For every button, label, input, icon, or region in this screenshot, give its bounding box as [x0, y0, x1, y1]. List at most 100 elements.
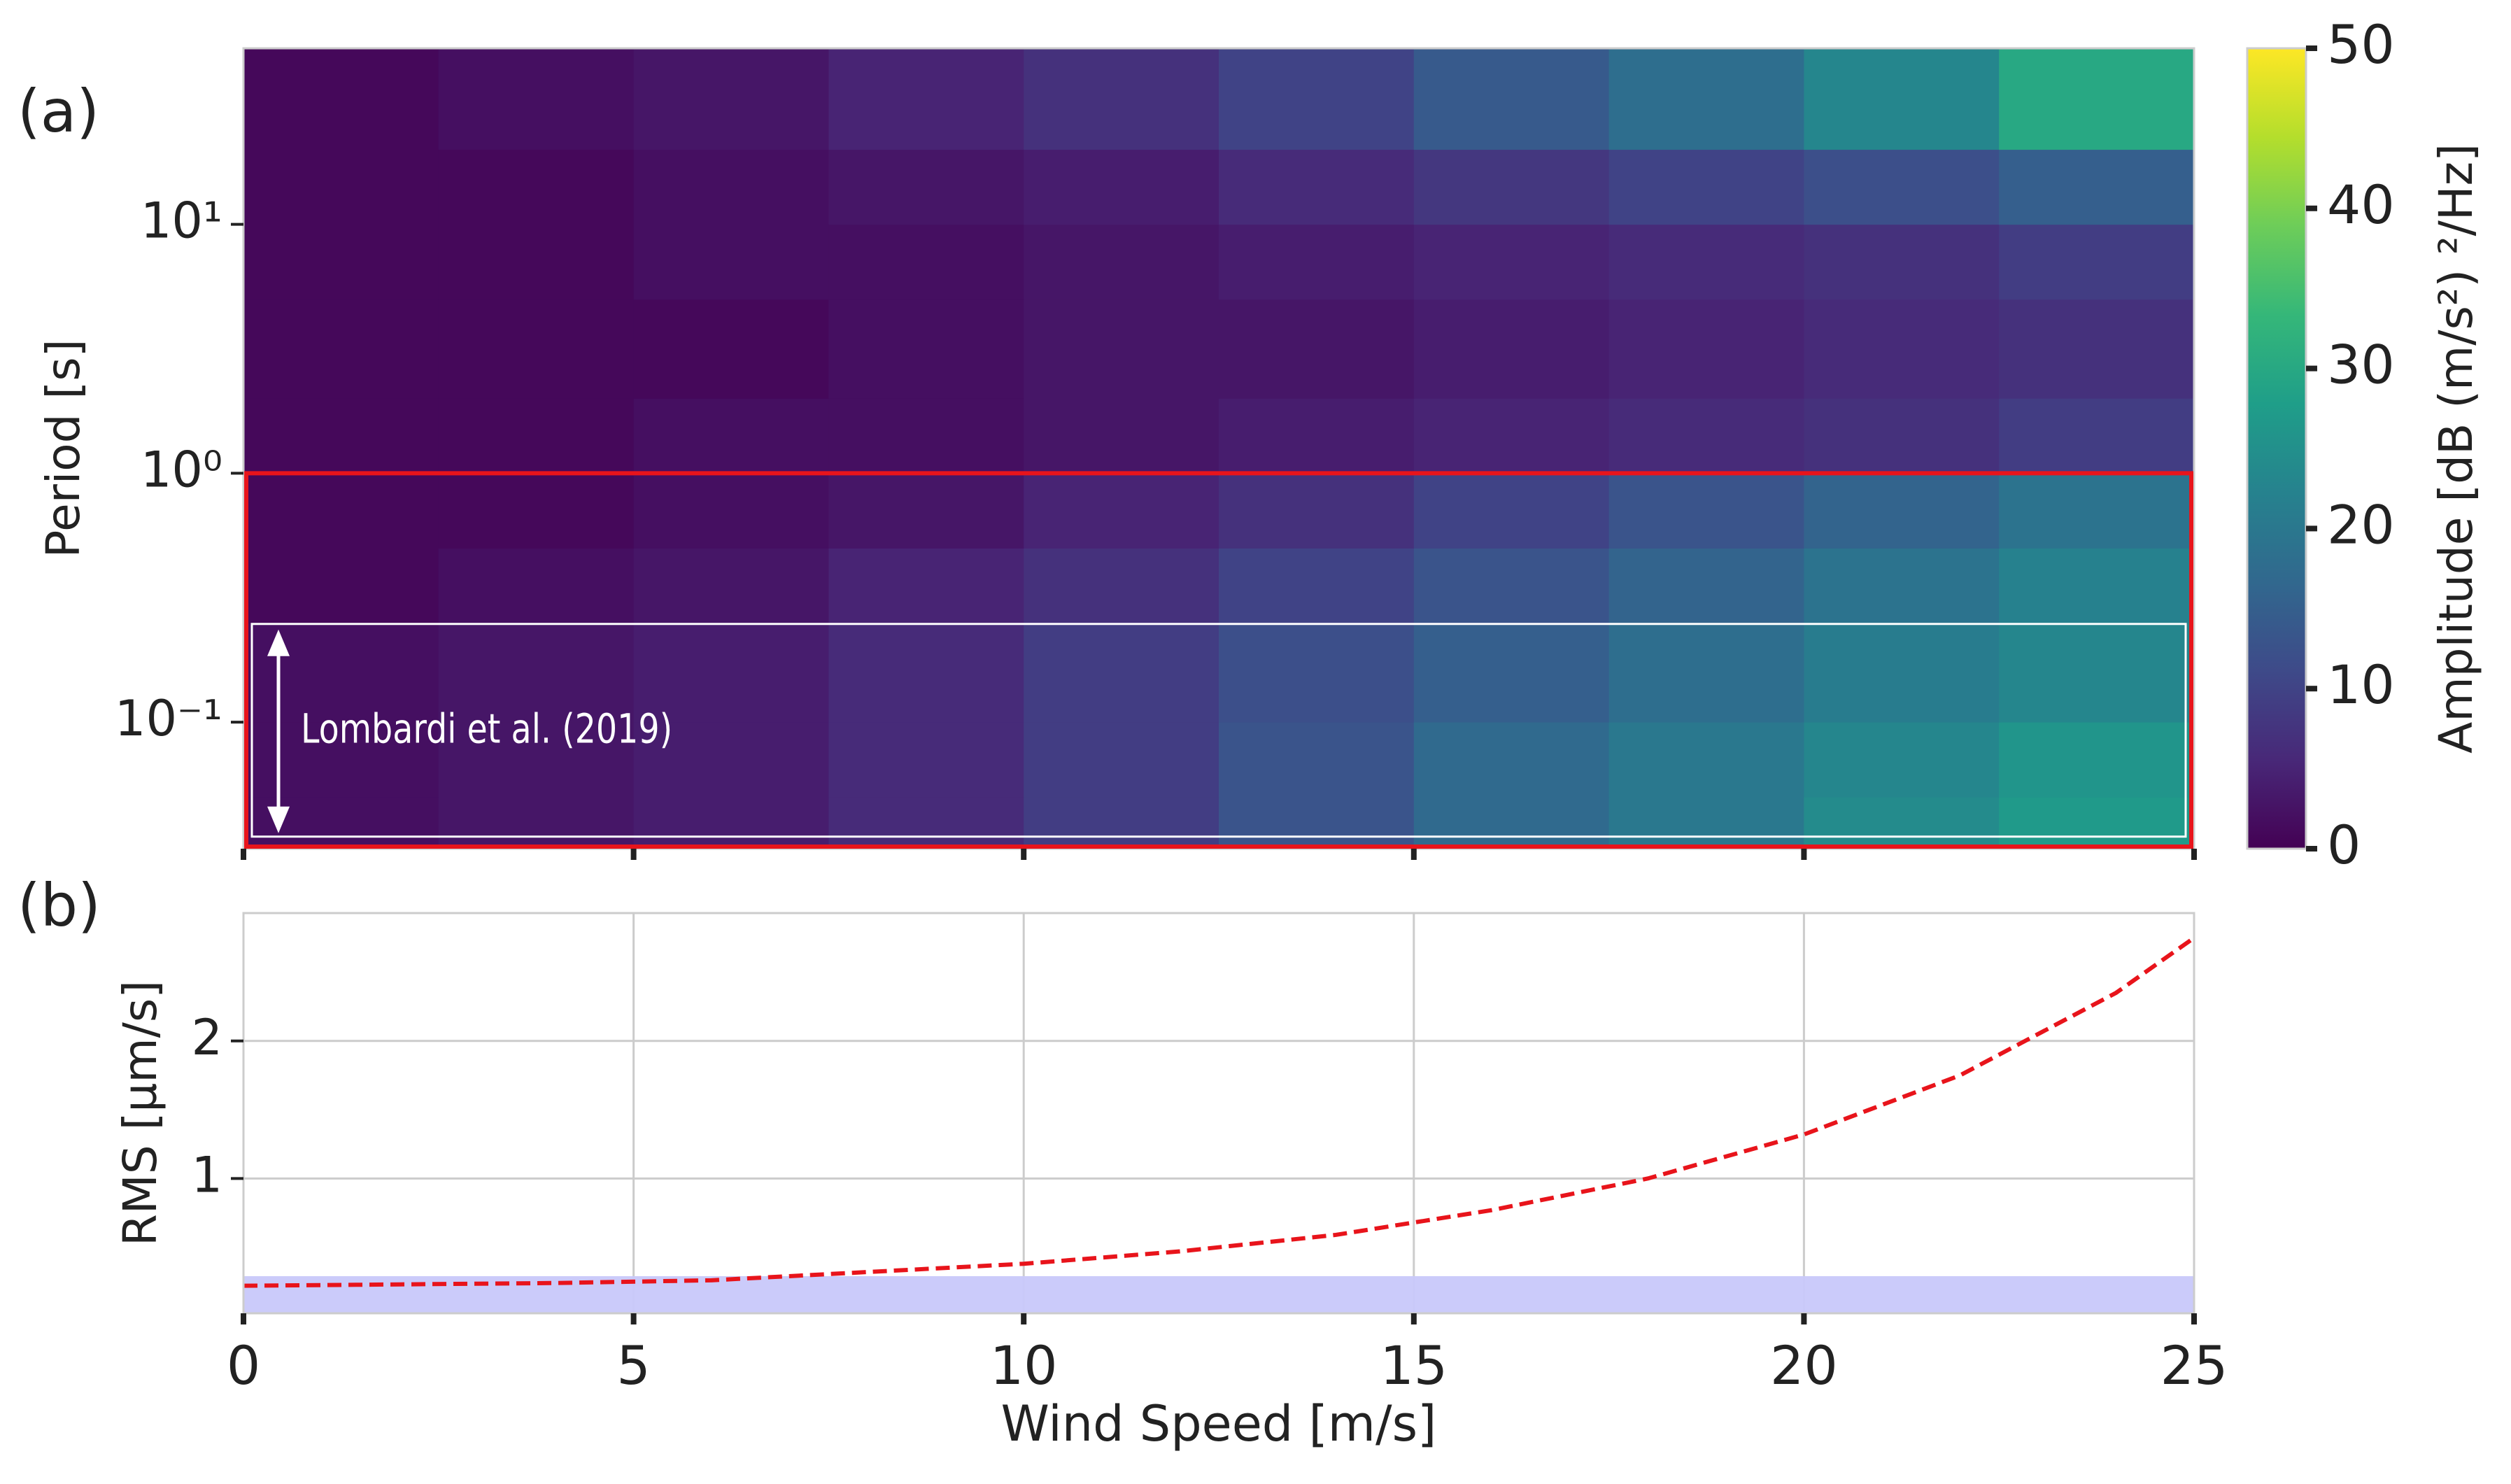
- heatmap-cell: [438, 797, 635, 849]
- heatmap-cell: [828, 149, 1024, 225]
- heatmap-cell: [1608, 149, 1804, 225]
- heatmap-cell: [1608, 48, 1804, 150]
- heatmap-cell: [1999, 722, 2195, 798]
- heatmap-cell: [1413, 48, 1610, 150]
- heatmap-cell: [633, 797, 829, 849]
- heatmap-cell: [438, 473, 635, 549]
- heatmap-cell: [438, 623, 635, 723]
- y-tick-label: 10¹: [141, 192, 222, 250]
- heatmap-cell: [243, 48, 439, 150]
- heatmap-cell: [828, 623, 1024, 723]
- heatmap-cell: [828, 473, 1024, 549]
- heatmap-cell: [633, 224, 829, 300]
- heatmap-cell: [1999, 623, 2195, 723]
- heatmap-cell: [243, 473, 439, 549]
- heatmap-cell: [1219, 299, 1415, 399]
- arrow-head: [267, 806, 290, 833]
- x-tick-label: 25: [2160, 1334, 2228, 1397]
- heatmap-cell: [828, 548, 1024, 624]
- x-tick-label: 10: [990, 1334, 1058, 1397]
- heatmap-cell: [438, 48, 635, 150]
- heatmap-cell: [243, 224, 439, 300]
- heatmap-cell: [1804, 797, 2000, 849]
- y-tick-label: 10⁰: [141, 441, 222, 498]
- heatmap-cell: [243, 548, 439, 624]
- heatmap-cell: [438, 299, 635, 399]
- y-axis-label: Period [s]: [36, 339, 90, 558]
- heatmap-cell: [828, 797, 1024, 849]
- panel-label: (a): [17, 77, 99, 146]
- heatmap-cell: [1608, 623, 1804, 723]
- x-tick-label: 0: [227, 1334, 260, 1397]
- highlight-box: [250, 623, 2187, 838]
- annotation: Lombardi et al. (2019): [301, 705, 672, 753]
- heatmap-cell: [1413, 797, 1610, 849]
- colorbar: [2246, 47, 2307, 850]
- arrow-head: [267, 629, 290, 656]
- heatmap-cell: [1999, 149, 2195, 225]
- heatmap-cell: [1804, 299, 2000, 399]
- x-tick-label: 20: [1770, 1334, 1838, 1397]
- heatmap-cell: [1999, 548, 2195, 624]
- heatmap-cell: [1999, 797, 2195, 849]
- heatmap-cell: [1219, 48, 1415, 150]
- heatmap-cell: [1413, 224, 1610, 300]
- heatmap-cell: [633, 722, 829, 798]
- heatmap-cell: [1413, 398, 1610, 474]
- x-axis-label: Wind Speed [m/s]: [1001, 1395, 1437, 1453]
- heatmap-cell: [633, 548, 829, 624]
- y-axis-label: RMS [µm/s]: [113, 980, 167, 1246]
- heatmap-cell: [1608, 299, 1804, 399]
- heatmap-cell: [1024, 797, 1219, 849]
- heatmap-cell: [1608, 398, 1804, 474]
- colorbar-tick-label: 10: [2327, 653, 2395, 716]
- heatmap-cell: [1413, 473, 1610, 549]
- heatmap-cell: [1413, 623, 1610, 723]
- heatmap-cell: [1219, 797, 1415, 849]
- heatmap-cell: [1608, 473, 1804, 549]
- heatmap-cell: [828, 48, 1024, 150]
- heatmap-cell: [243, 722, 439, 798]
- heatmap-cell: [828, 722, 1024, 798]
- heatmap-cell: [1024, 299, 1219, 399]
- heatmap-cell: [1219, 722, 1415, 798]
- heatmap-cell: [438, 548, 635, 624]
- x-tick-label: 5: [616, 1334, 650, 1397]
- heatmap-cell: [1024, 398, 1219, 474]
- colorbar-tick-label: 30: [2327, 334, 2395, 396]
- heatmap-cell: [1219, 473, 1415, 549]
- heatmap-cell: [828, 398, 1024, 474]
- heatmap-cell: [633, 473, 829, 549]
- heatmap-cell: [1608, 548, 1804, 624]
- colorbar-label: Amplitude [dB (m/s²) ²/Hz]: [2429, 143, 2483, 754]
- heatmap-cell: [1219, 398, 1415, 474]
- heatmap-cell: [1024, 623, 1219, 723]
- heatmap-cell: [1219, 548, 1415, 624]
- heatmap-cell: [438, 398, 635, 474]
- heatmap-cell: [1024, 224, 1219, 300]
- colorbar-tick-label: 40: [2327, 174, 2395, 236]
- heatmap-cell: [1804, 149, 2000, 225]
- heatmap-cell: [1024, 149, 1219, 225]
- y-tick-label: 1: [191, 1146, 222, 1203]
- heatmap-cell: [1999, 398, 2195, 474]
- heatmap-cell: [243, 398, 439, 474]
- heatmap-cell: [633, 623, 829, 723]
- heatmap-cell: [1608, 797, 1804, 849]
- heatmap-cell: [1219, 623, 1415, 723]
- heatmap-cell: [1413, 299, 1610, 399]
- heatmap-cell: [1804, 224, 2000, 300]
- band: [243, 1275, 2194, 1313]
- heatmap-cell: [243, 299, 439, 399]
- heatmap-cell: [1413, 149, 1610, 225]
- heatmap-cell: [1999, 473, 2195, 549]
- heatmap-cell: [1024, 473, 1219, 549]
- colorbar-tick-label: 0: [2327, 814, 2361, 876]
- heatmap-cell: [828, 224, 1024, 300]
- plot-frame: [242, 912, 2195, 1315]
- heatmap-cell: [633, 149, 829, 225]
- heatmap-cell: [1804, 722, 2000, 798]
- heatmap-cell: [1219, 149, 1415, 225]
